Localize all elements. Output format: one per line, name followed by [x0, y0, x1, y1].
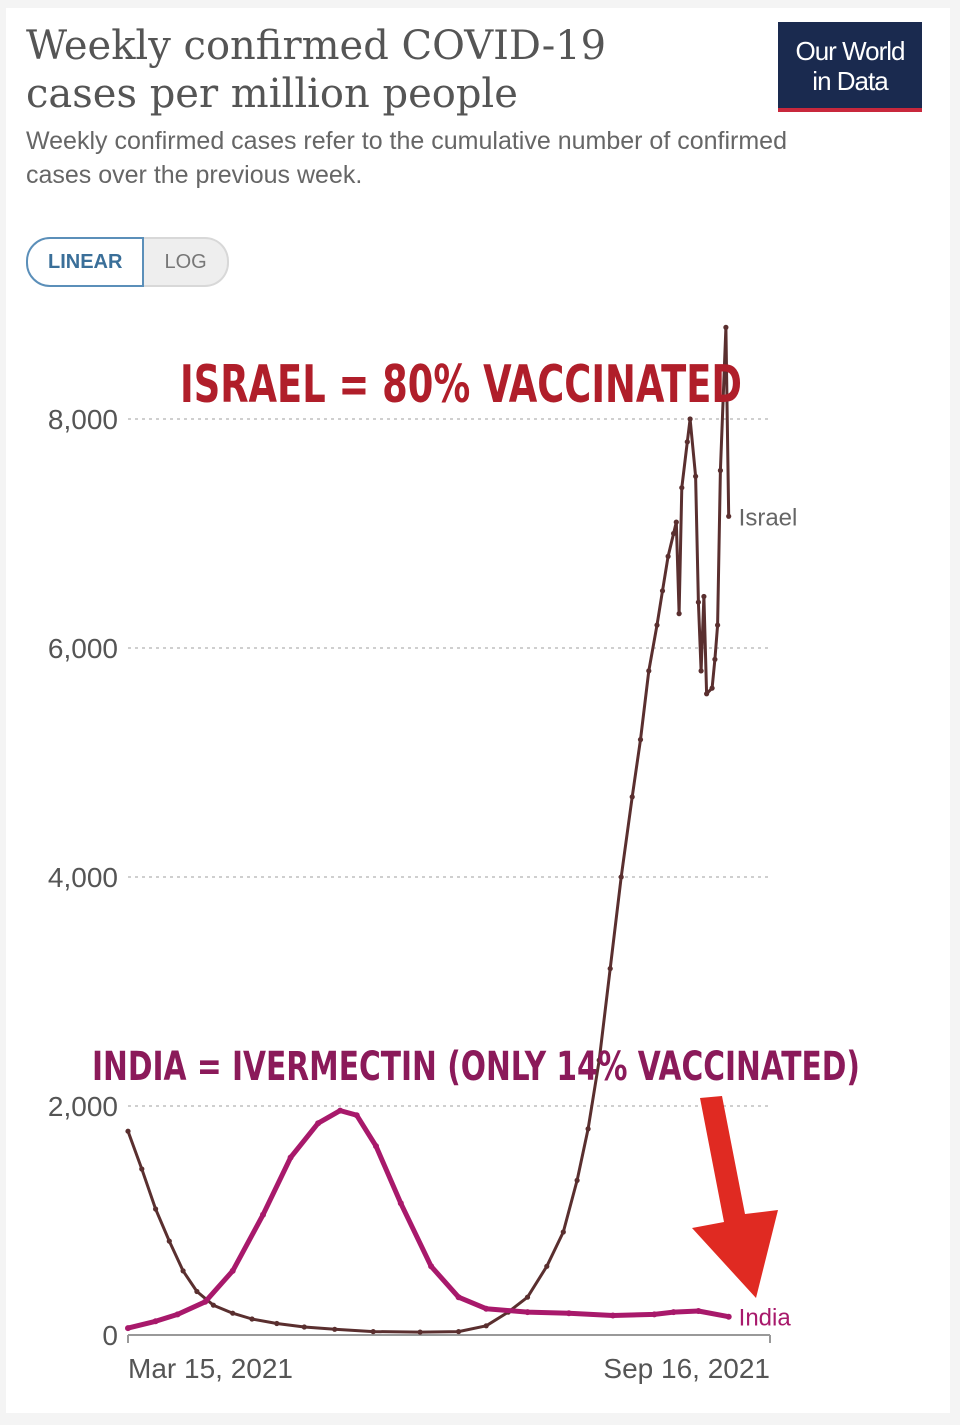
data-point-israel [637, 737, 644, 743]
x-axis-ticks: Mar 15, 2021 Sep 16, 2021 [127, 1335, 771, 1384]
data-point-israel [679, 485, 685, 491]
x-tick-label: Sep 16, 2021 [603, 1353, 770, 1384]
data-point-india [337, 1107, 344, 1114]
series-line-israel [126, 325, 731, 1334]
data-point-israel [125, 1128, 131, 1134]
series-labels: Israel India [739, 504, 798, 1331]
data-point-israel [249, 1316, 255, 1322]
data-point-israel [673, 519, 679, 525]
data-point-israel [726, 513, 732, 519]
data-point-israel [618, 874, 624, 880]
data-point-israel [544, 1263, 550, 1269]
gridlines [128, 418, 770, 1336]
data-point-israel [370, 1329, 376, 1335]
data-point-israel [676, 611, 682, 617]
data-point-india [353, 1112, 360, 1119]
data-point-israel [180, 1268, 186, 1274]
series-lines [125, 324, 732, 1335]
data-point-israel [712, 656, 718, 663]
data-point-india [670, 1309, 677, 1316]
data-point-israel [704, 691, 710, 697]
data-point-israel [671, 530, 677, 537]
data-point-india [373, 1143, 379, 1150]
y-tick-label: 2,000 [48, 1091, 118, 1122]
y-tick-label: 0 [102, 1320, 118, 1351]
data-point-israel [684, 439, 690, 445]
data-point-israel [695, 599, 702, 605]
data-point-india [483, 1305, 490, 1312]
data-point-israel [654, 622, 660, 628]
data-point-india [609, 1312, 616, 1319]
linear-scale-button[interactable]: LINEAR [26, 237, 145, 287]
data-point-israel [166, 1238, 172, 1244]
data-point-israel [417, 1329, 423, 1335]
scale-toggle: LINEAR LOG [26, 237, 229, 287]
data-point-israel [574, 1177, 580, 1183]
data-point-israel [687, 416, 693, 422]
red-arrow-icon [692, 1096, 778, 1298]
data-point-israel [210, 1302, 216, 1308]
data-point-india [455, 1294, 462, 1301]
data-point-israel [332, 1326, 338, 1332]
data-point-israel [717, 467, 724, 474]
data-point-israel [659, 588, 666, 594]
logo-line-1: Our World [795, 36, 906, 66]
series-label-israel: Israel [739, 504, 798, 531]
logo-line-2: in Data [812, 66, 888, 96]
data-point-india [428, 1263, 435, 1270]
chart-title: Weekly confirmed COVID-19 cases per mill… [26, 23, 607, 117]
data-point-israel [596, 1057, 602, 1063]
data-point-israel [693, 473, 699, 479]
data-point-india [651, 1311, 658, 1318]
data-point-india [229, 1267, 236, 1274]
data-point-israel [698, 668, 704, 674]
data-point-israel [629, 794, 635, 800]
data-point-israel [456, 1329, 462, 1335]
data-point-israel [274, 1320, 280, 1327]
data-point-israel [560, 1229, 566, 1235]
data-point-israel [301, 1324, 307, 1330]
data-point-india [174, 1311, 181, 1318]
data-point-israel [585, 1126, 591, 1132]
y-tick-label: 4,000 [48, 862, 118, 893]
data-point-india [695, 1308, 702, 1314]
data-point-india [725, 1313, 732, 1320]
series-line-india [127, 1108, 730, 1331]
data-point-israel [665, 553, 671, 560]
series-label-india: India [739, 1305, 792, 1332]
data-point-israel [194, 1288, 200, 1295]
india-annotation: INDIA = IVERMECTIN (ONLY 14% VACCINATED) [92, 1044, 860, 1090]
y-axis-ticks: 0 2,000 4,000 6,000 8,000 [48, 404, 118, 1351]
data-point-israel [607, 966, 613, 972]
data-point-india [524, 1309, 531, 1316]
data-point-israel [701, 593, 707, 600]
y-tick-label: 8,000 [48, 404, 118, 435]
data-point-india [315, 1120, 322, 1127]
data-point-israel [709, 685, 715, 691]
data-point-india [260, 1211, 266, 1218]
data-point-india [125, 1325, 131, 1332]
owid-logo[interactable]: Our World in Data [778, 22, 922, 112]
y-tick-label: 6,000 [48, 633, 118, 664]
data-point-israel [646, 668, 652, 674]
data-point-israel [723, 324, 729, 330]
israel-annotation: ISRAEL = 80% VACCINATED [180, 355, 742, 415]
data-point-india [202, 1298, 209, 1305]
data-point-israel [230, 1310, 236, 1316]
data-point-india [287, 1154, 294, 1161]
data-point-israel [483, 1323, 489, 1329]
log-scale-button[interactable]: LOG [144, 237, 229, 287]
data-point-israel [524, 1294, 531, 1300]
data-point-india [565, 1310, 572, 1317]
chart-subtitle: Weekly confirmed cases refer to the cumu… [26, 127, 787, 189]
data-point-israel [139, 1166, 145, 1172]
data-point-israel [715, 622, 721, 628]
data-point-israel [153, 1206, 159, 1212]
x-tick-label: Mar 15, 2021 [128, 1353, 293, 1384]
data-point-india [152, 1318, 159, 1325]
data-point-india [397, 1200, 404, 1207]
